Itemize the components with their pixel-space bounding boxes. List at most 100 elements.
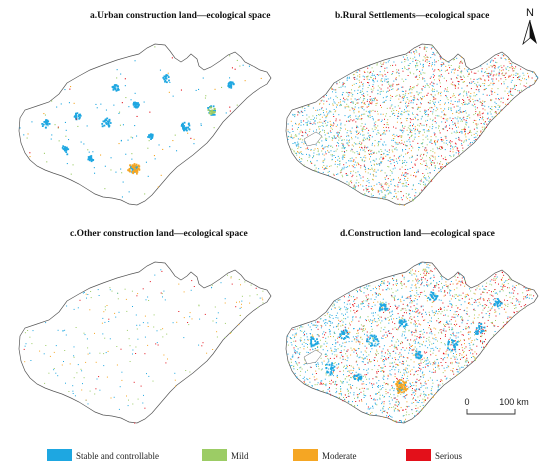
land-pixel xyxy=(407,184,409,185)
land-pixel xyxy=(393,318,395,320)
land-pixel xyxy=(431,128,433,130)
land-pixel xyxy=(420,72,422,74)
land-pixel xyxy=(401,420,402,422)
land-pixel xyxy=(333,122,334,124)
land-pixel xyxy=(369,153,371,155)
land-pixel xyxy=(403,361,404,363)
land-pixel xyxy=(507,317,509,319)
land-pixel xyxy=(133,163,136,165)
land-pixel xyxy=(362,101,364,103)
land-pixel xyxy=(310,161,312,163)
land-pixel xyxy=(164,79,167,82)
land-pixel xyxy=(368,182,370,184)
land-pixel xyxy=(519,91,521,93)
land-pixel xyxy=(408,194,409,196)
land-pixel xyxy=(438,92,440,93)
land-pixel xyxy=(513,311,515,313)
land-pixel xyxy=(472,320,474,322)
land-pixel xyxy=(147,344,149,346)
land-pixel xyxy=(463,352,464,354)
land-pixel xyxy=(333,150,335,152)
land-pixel xyxy=(452,113,454,115)
land-pixel xyxy=(483,85,485,87)
land-pixel xyxy=(365,188,367,190)
land-pixel xyxy=(312,157,313,159)
land-pixel xyxy=(454,117,456,119)
land-pixel xyxy=(434,54,436,56)
land-pixel xyxy=(478,331,480,333)
land-pixel xyxy=(325,139,326,141)
land-pixel xyxy=(482,100,484,102)
land-pixel xyxy=(319,114,321,116)
land-pixel xyxy=(430,139,432,141)
land-pixel xyxy=(339,357,341,359)
land-pixel xyxy=(431,54,433,55)
land-pixel xyxy=(287,139,289,140)
land-pixel xyxy=(392,113,393,115)
land-pixel xyxy=(366,339,368,341)
land-pixel xyxy=(46,123,49,126)
land-pixel xyxy=(358,98,360,100)
land-pixel xyxy=(315,167,317,169)
land-pixel xyxy=(443,118,445,120)
land-pixel xyxy=(397,184,399,186)
land-pixel xyxy=(483,130,485,132)
land-pixel xyxy=(483,288,485,290)
land-pixel xyxy=(485,345,487,347)
land-pixel xyxy=(231,67,233,69)
land-pixel xyxy=(426,59,428,61)
land-pixel xyxy=(431,164,432,166)
land-pixel xyxy=(426,47,428,49)
land-pixel xyxy=(468,326,470,328)
land-pixel xyxy=(445,330,447,332)
land-pixel xyxy=(450,351,452,353)
land-pixel xyxy=(152,380,154,382)
land-pixel xyxy=(395,192,397,194)
land-pixel xyxy=(416,98,418,100)
land-pixel xyxy=(395,290,397,292)
land-pixel xyxy=(338,393,340,395)
land-pixel xyxy=(369,395,371,397)
land-pixel xyxy=(429,341,431,343)
land-pixel xyxy=(505,59,507,61)
land-pixel xyxy=(464,129,466,131)
land-pixel xyxy=(452,84,453,86)
land-pixel xyxy=(455,335,457,337)
land-pixel xyxy=(423,48,425,50)
land-pixel xyxy=(346,303,348,305)
land-pixel xyxy=(335,343,337,345)
land-pixel xyxy=(341,139,343,141)
land-pixel xyxy=(431,162,433,163)
land-pixel xyxy=(429,278,431,280)
land-pixel xyxy=(422,129,424,131)
land-pixel xyxy=(446,162,447,164)
land-pixel xyxy=(442,302,444,304)
land-pixel xyxy=(434,133,436,135)
land-pixel xyxy=(321,99,323,101)
land-pixel xyxy=(464,126,466,128)
land-pixel xyxy=(444,149,446,151)
land-pixel xyxy=(468,138,470,140)
land-pixel xyxy=(396,142,398,144)
land-pixel xyxy=(309,121,311,123)
land-pixel xyxy=(365,295,367,297)
land-pixel xyxy=(459,155,461,157)
land-pixel xyxy=(385,184,387,186)
land-pixel xyxy=(403,415,405,416)
land-pixel xyxy=(392,313,394,315)
land-pixel xyxy=(372,109,374,111)
land-pixel xyxy=(356,78,358,80)
land-pixel xyxy=(519,79,521,81)
land-pixel xyxy=(508,95,510,97)
land-pixel xyxy=(383,101,385,103)
land-pixel xyxy=(344,306,346,308)
land-pixel xyxy=(478,323,480,325)
land-pixel xyxy=(459,339,461,341)
land-pixel xyxy=(398,136,400,138)
land-pixel xyxy=(46,161,48,163)
land-pixel xyxy=(422,371,424,373)
land-pixel xyxy=(369,321,371,323)
land-pixel xyxy=(454,68,456,70)
land-pixel xyxy=(371,75,373,77)
land-pixel xyxy=(376,183,378,185)
